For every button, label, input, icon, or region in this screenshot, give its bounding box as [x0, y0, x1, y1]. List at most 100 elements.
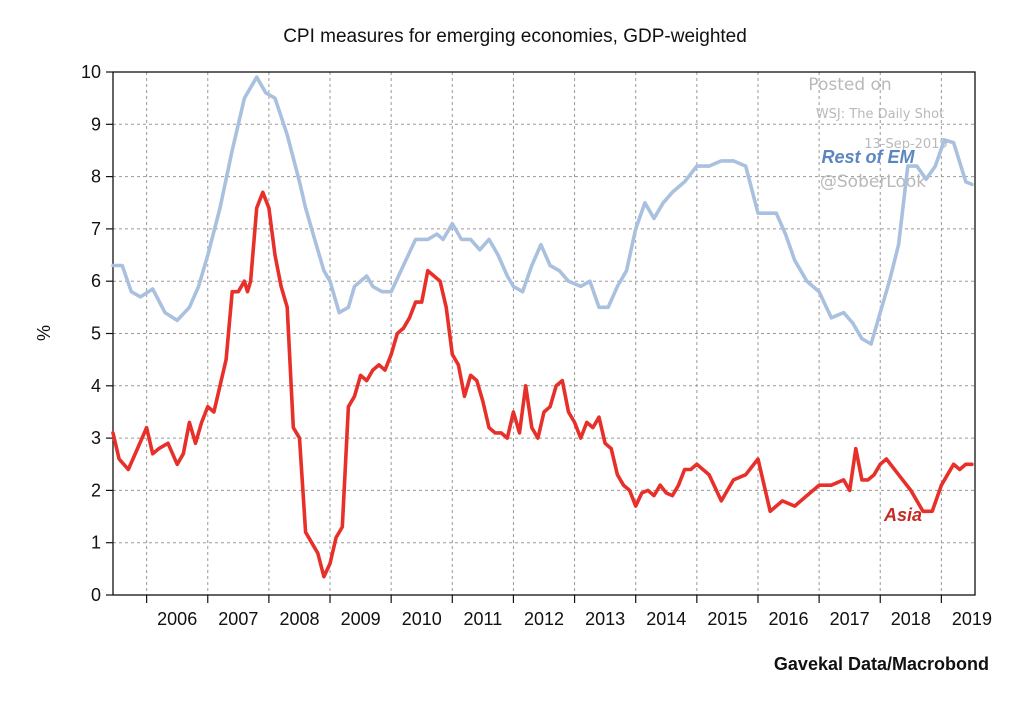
- data-point-asia: [591, 426, 595, 429]
- data-point-rest-of-em: [652, 217, 656, 220]
- y-tick-label: 5: [91, 324, 101, 344]
- data-point-asia: [359, 374, 362, 377]
- data-point-asia: [671, 494, 674, 497]
- data-point-rest-of-em: [775, 212, 778, 215]
- data-point-rest-of-em: [888, 280, 891, 283]
- data-point-asia: [145, 426, 148, 429]
- x-tick-label: 2013: [585, 609, 625, 629]
- data-point-rest-of-em: [924, 178, 928, 181]
- data-point-rest-of-em: [597, 306, 601, 309]
- data-point-rest-of-em: [625, 269, 628, 272]
- x-tick-label: 2009: [341, 609, 381, 629]
- data-point-asia: [860, 478, 864, 482]
- data-point-rest-of-em: [970, 183, 974, 186]
- data-point-rest-of-em: [426, 238, 429, 241]
- data-point-asia: [769, 510, 772, 513]
- data-point-asia: [117, 457, 121, 461]
- x-tick-label: 2015: [707, 609, 747, 629]
- data-point-asia: [597, 416, 601, 419]
- data-point-rest-of-em: [558, 269, 561, 272]
- data-point-rest-of-em: [530, 264, 533, 267]
- data-point-asia: [781, 499, 784, 503]
- rest-of-em-label: Rest of EM: [821, 147, 915, 167]
- data-point-asia: [885, 457, 888, 461]
- data-point-asia: [946, 473, 949, 476]
- watermark-date: 13-Sep-2019: [864, 137, 948, 152]
- data-point-asia: [246, 290, 249, 293]
- data-point-rest-of-em: [313, 238, 316, 241]
- data-point-rest-of-em: [683, 180, 686, 183]
- data-point-rest-of-em: [934, 164, 937, 168]
- data-point-asia: [127, 468, 130, 471]
- data-point-rest-of-em: [643, 201, 647, 204]
- data-point-asia: [567, 410, 570, 414]
- data-point-rest-of-em: [588, 280, 592, 283]
- data-point-asia: [218, 384, 222, 387]
- data-point-rest-of-em: [435, 232, 439, 236]
- data-point-rest-of-em: [151, 287, 154, 291]
- data-point-rest-of-em: [328, 280, 332, 283]
- data-point-asia: [732, 478, 735, 482]
- data-point-rest-of-em: [347, 306, 350, 309]
- data-point-rest-of-em: [634, 227, 637, 231]
- data-point-asia: [475, 379, 478, 382]
- x-tick-label: 2008: [279, 609, 319, 629]
- data-point-asia: [420, 300, 423, 304]
- y-axis: 0 1 2 3 4 5 6 7 8 9 10: [81, 62, 113, 605]
- data-point-rest-of-em: [897, 243, 900, 246]
- data-point-asia: [279, 285, 283, 288]
- data-point-asia: [646, 489, 650, 492]
- data-point-asia: [548, 405, 552, 408]
- data-point-asia: [707, 473, 711, 476]
- data-point-rest-of-em: [662, 201, 665, 204]
- data-point-rest-of-em: [231, 149, 234, 152]
- data-point-rest-of-em: [451, 222, 454, 225]
- y-tick-label: 8: [91, 167, 101, 187]
- data-point-asia: [298, 436, 301, 440]
- data-point-rest-of-em: [548, 264, 552, 267]
- data-point-rest-of-em: [188, 306, 191, 309]
- data-point-asia: [328, 562, 332, 565]
- data-point-asia: [157, 447, 161, 450]
- data-point-asia: [457, 363, 460, 367]
- data-point-rest-of-em: [842, 311, 845, 314]
- data-point-rest-of-em: [353, 285, 356, 288]
- data-point-asia: [506, 436, 509, 440]
- data-point-asia: [830, 484, 833, 487]
- data-point-asia: [402, 327, 405, 330]
- data-point-rest-of-em: [765, 212, 769, 215]
- data-point-asia: [111, 431, 115, 435]
- data-point-asia: [897, 473, 900, 476]
- data-point-asia: [463, 395, 466, 398]
- y-tick-label: 6: [91, 271, 101, 291]
- data-point-asia: [200, 421, 203, 424]
- data-point-rest-of-em: [414, 238, 417, 241]
- data-point-rest-of-em: [197, 285, 200, 288]
- data-point-rest-of-em: [390, 290, 393, 293]
- data-point-asia: [689, 468, 692, 471]
- data-point-asia: [316, 552, 319, 555]
- data-point-rest-of-em: [402, 264, 405, 267]
- data-point-rest-of-em: [273, 97, 277, 100]
- data-point-asia: [371, 368, 374, 372]
- data-point-asia: [267, 206, 271, 210]
- data-point-asia: [610, 447, 613, 450]
- x-tick-label: 2006: [157, 609, 197, 629]
- data-point-asia: [542, 410, 546, 414]
- data-point-asia: [512, 410, 515, 414]
- data-point-asia: [304, 531, 307, 534]
- data-point-rest-of-em: [607, 306, 610, 309]
- data-point-asia: [561, 379, 564, 382]
- data-point-asia: [286, 306, 289, 309]
- data-point-asia: [524, 384, 527, 387]
- data-point-asia: [136, 447, 139, 450]
- data-point-rest-of-em: [243, 97, 246, 100]
- data-point-asia: [866, 478, 870, 482]
- data-point-asia: [432, 274, 436, 278]
- data-point-asia: [940, 484, 943, 487]
- x-tick-label: 2010: [402, 609, 442, 629]
- data-point-asia: [652, 494, 656, 497]
- data-point-asia: [958, 468, 961, 471]
- data-point-rest-of-em: [567, 280, 570, 283]
